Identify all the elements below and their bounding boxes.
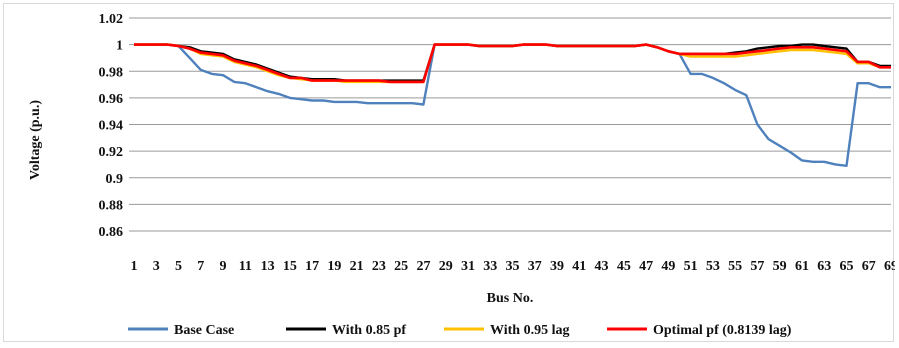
x-tick-label: 17	[305, 259, 319, 274]
y-tick-label: 0.9	[106, 172, 124, 187]
grid-lines	[129, 17, 891, 232]
x-tick-label: 69	[884, 259, 895, 274]
x-tick-label: 59	[773, 259, 787, 274]
x-tick-label: 53	[706, 259, 720, 274]
x-tick-label: 63	[817, 259, 831, 274]
x-tick-label: 1	[131, 259, 138, 274]
x-tick-label: 41	[572, 259, 586, 274]
x-tick-label: 51	[684, 259, 698, 274]
x-tick-label: 67	[862, 259, 876, 274]
x-tick-label: 49	[661, 259, 675, 274]
x-tick-label: 37	[528, 259, 542, 274]
x-tick-label: 57	[750, 259, 764, 274]
x-tick-label: 27	[416, 259, 430, 274]
x-tick-label: 35	[506, 259, 520, 274]
x-tick-label: 25	[394, 259, 408, 274]
x-tick-label: 31	[461, 259, 475, 274]
y-axis-ticks: 0.86 0.88 0.9 0.92 0.94 0.96 0.98 1 1.02	[99, 12, 124, 240]
x-tick-label: 7	[197, 259, 204, 274]
x-tick-label: 11	[239, 259, 252, 274]
x-tick-label: 5	[175, 259, 182, 274]
y-tick-label: 0.88	[99, 198, 124, 213]
x-tick-label: 45	[617, 259, 631, 274]
x-tick-label: 19	[327, 259, 341, 274]
chart-frame: 0.86 0.88 0.9 0.92 0.94 0.96 0.98 1 1.02 1 3 5 7 9 11…	[3, 3, 899, 342]
x-tick-label: 15	[283, 259, 297, 274]
x-tick-label: 3	[153, 259, 160, 274]
x-tick-label: 65	[839, 259, 853, 274]
series-lines	[134, 43, 891, 168]
y-tick-label: 1.02	[99, 12, 124, 27]
x-axis-ticks: 1 3 5 7 9 11 13 15 17 19 21 23 25 27 29 31 33 35 37 39 41 43 4…	[131, 259, 899, 274]
legend: Base Case With 0.85 pf With 0.95 lag Optima…	[128, 323, 792, 338]
x-tick-label: 13	[261, 259, 275, 274]
x-tick-label: 23	[372, 259, 386, 274]
legend-label: With 0.85 pf	[332, 323, 406, 338]
x-axis-title: Bus No.	[487, 291, 534, 306]
x-tick-label: 55	[728, 259, 742, 274]
x-tick-label: 33	[483, 259, 497, 274]
x-tick-label: 21	[350, 259, 364, 274]
legend-label: With 0.95 lag	[490, 323, 569, 338]
y-tick-label: 0.86	[99, 225, 124, 240]
legend-label: Base Case	[174, 323, 234, 338]
x-tick-label: 61	[795, 259, 809, 274]
y-tick-label: 1	[116, 39, 123, 54]
x-tick-label: 9	[220, 259, 227, 274]
x-tick-label: 43	[595, 259, 609, 274]
y-axis-title: Voltage (p.u.)	[28, 100, 43, 180]
x-tick-label: 39	[550, 259, 564, 274]
y-tick-label: 0.92	[99, 145, 124, 160]
y-tick-label: 0.98	[99, 65, 124, 80]
x-tick-label: 29	[439, 259, 453, 274]
series-line-4	[134, 43, 891, 84]
x-tick-label: 47	[639, 259, 653, 274]
y-tick-label: 0.94	[99, 119, 124, 134]
legend-label: Optimal pf (0.8139 lag)	[653, 323, 792, 338]
y-tick-label: 0.96	[99, 92, 124, 107]
